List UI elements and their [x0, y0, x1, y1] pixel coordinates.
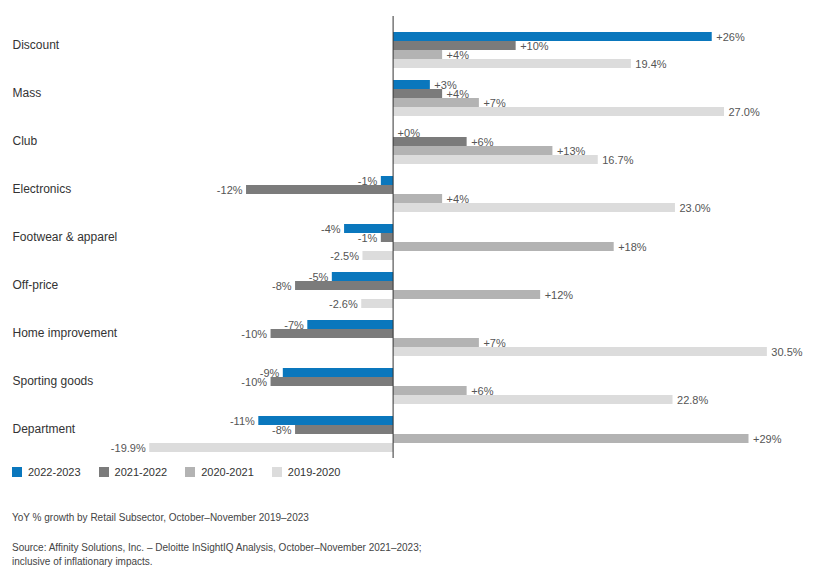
svg-text:-10%: -10% [241, 328, 267, 340]
svg-text:+12%: +12% [545, 289, 574, 301]
svg-text:+4%: +4% [447, 193, 470, 205]
svg-text:Discount: Discount [13, 38, 60, 52]
svg-text:-11%: -11% [230, 415, 255, 427]
svg-text:+6%: +6% [471, 136, 494, 148]
svg-text:-2.6%: -2.6% [329, 298, 358, 310]
svg-text:+18%: +18% [618, 241, 647, 253]
svg-text:-4%: -4% [321, 223, 341, 235]
html-text:YoY % growth by Retail Subsect: YoY % growth by Retail Subsector, Octobe… [12, 512, 309, 523]
svg-text:+13%: +13% [557, 145, 586, 157]
svg-text:+0%: +0% [398, 127, 421, 139]
svg-text:-10%: -10% [241, 376, 267, 388]
svg-text:Electronics: Electronics [13, 182, 72, 196]
svg-text:Department: Department [13, 422, 76, 436]
svg-text:+6%: +6% [471, 385, 494, 397]
svg-text:-1%: -1% [358, 175, 378, 187]
svg-text:27.0%: 27.0% [728, 106, 759, 118]
html-text:2021-2022: 2021-2022 [114, 466, 168, 478]
html-text:Source: Affinity Solutions, In: Source: Affinity Solutions, Inc. – Deloi… [12, 542, 422, 553]
svg-text:Home improvement: Home improvement [13, 326, 118, 340]
svg-text:+29%: +29% [753, 433, 782, 445]
svg-text:-8%: -8% [272, 280, 292, 292]
svg-text:-8%: -8% [272, 424, 292, 436]
svg-text:19.4%: 19.4% [635, 58, 666, 70]
svg-text:-5%: -5% [309, 271, 329, 283]
svg-text:+10%: +10% [520, 40, 549, 52]
svg-text:Mass: Mass [13, 86, 42, 100]
svg-text:30.5%: 30.5% [771, 346, 802, 358]
svg-text:+3%: +3% [434, 78, 457, 91]
svg-text:+26%: +26% [716, 31, 745, 43]
html-text:2019-2020: 2019-2020 [287, 466, 341, 478]
svg-text:Sporting goods: Sporting goods [13, 374, 94, 388]
svg-text:-1%: -1% [358, 232, 378, 244]
html-text:2022-2023: 2022-2023 [28, 466, 81, 478]
svg-text:-19.9%: -19.9% [111, 442, 146, 454]
svg-text:Club: Club [13, 134, 38, 148]
svg-text:Off-price: Off-price [13, 278, 59, 292]
svg-text:-9%: -9% [259, 366, 280, 379]
svg-text:+4%: +4% [447, 88, 470, 100]
html-text:2020-2021: 2020-2021 [201, 466, 254, 478]
svg-text:23.0%: 23.0% [679, 202, 710, 214]
svg-text:-2.5%: -2.5% [330, 250, 359, 262]
svg-text:+7%: +7% [483, 337, 506, 349]
svg-text:Footwear & apparel: Footwear & apparel [13, 230, 118, 244]
svg-text:-7%: -7% [284, 319, 304, 331]
html-text:inclusive of inflationary impa: inclusive of inflationary impacts. [12, 556, 153, 567]
svg-text:22.8%: 22.8% [677, 394, 708, 406]
svg-text:-12%: -12% [217, 184, 243, 196]
svg-text:+4%: +4% [447, 49, 470, 61]
svg-text:16.7%: 16.7% [602, 154, 633, 166]
svg-text:+7%: +7% [483, 97, 506, 109]
